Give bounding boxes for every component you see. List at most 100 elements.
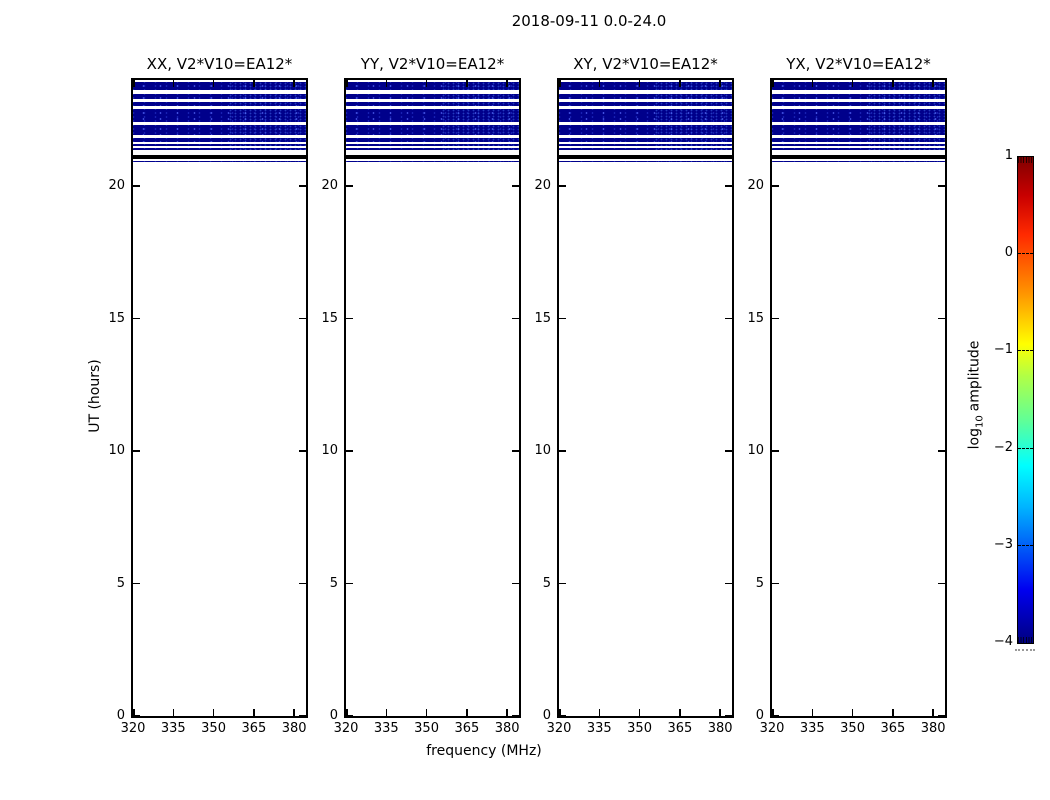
rfi-stripe [346,154,519,159]
x-tick [719,709,721,716]
x-tick [385,709,388,716]
y-tick-label: 0 [755,708,764,723]
y-tick-label: 10 [108,443,125,458]
y-tick [133,582,140,585]
rfi-stripe [772,93,945,99]
rfi-stripe [346,81,519,91]
rfi-stripe [559,160,732,163]
x-tick-top [212,80,215,87]
rfi-stripe [133,138,306,143]
x-tick-label: 380 [281,721,307,736]
y-tick-right [512,185,519,187]
colorbar-tick-label: −2 [993,439,1013,455]
y-tick [559,185,566,187]
colorbar-top-hatch [1018,157,1033,163]
x-tick-top [719,80,721,87]
colorbar-tick-label: −4 [993,634,1013,649]
y-tick-label: 0 [542,708,551,723]
x-tick-top [679,80,681,87]
y-tick-label: 15 [108,310,125,326]
x-tick [679,709,681,716]
y-tick-label: 20 [108,178,125,193]
y-tick [559,317,566,320]
y-tick-right [938,317,945,320]
x-tick-top [385,80,388,87]
rfi-stripe [133,154,306,159]
y-tick-right [299,185,306,187]
colorbar-tick-label: −3 [993,536,1013,552]
y-tick-right [725,450,732,452]
x-tick [851,709,854,716]
y-tick-label: 10 [534,443,551,458]
y-tick [559,582,566,585]
y-tick-right [725,714,732,716]
y-tick [559,714,566,716]
rfi-stripe [559,154,732,159]
rfi-stripe [559,148,732,151]
rfi-stripe [346,138,519,143]
rfi-stripe [346,148,519,151]
rfi-stripe [346,93,519,99]
x-tick-label: 365 [454,721,480,736]
rfi-stripe [133,160,306,163]
y-tick [133,185,140,187]
x-tick-label: 365 [880,721,906,736]
x-tick [598,709,601,716]
y-tick [772,317,779,320]
colorbar-tick [1018,350,1033,352]
rfi-stripe [772,160,945,163]
colorbar-tick [1018,253,1033,255]
colorbar-tick-label: 0 [1004,245,1013,261]
panel-2 [557,78,734,718]
y-tick-label: 5 [329,575,338,591]
panel-3 [770,78,947,718]
colorbar-tick-label: −1 [993,342,1013,358]
y-tick-right [512,582,519,585]
rfi-stripe [559,109,732,122]
rfi-stripe [133,81,306,91]
x-tick [133,709,135,716]
rfi-stripe [559,138,732,143]
x-tick-label: 335 [160,721,186,736]
colorbar-dotted-underline [1015,649,1035,651]
rfi-stripe [346,160,519,163]
x-tick-top [346,80,348,87]
panel-1 [344,78,521,718]
y-tick-label: 0 [116,708,125,723]
colorbar-tick-label: 1 [1004,148,1013,163]
x-tick-top [466,80,468,87]
x-tick [811,709,814,716]
y-tick-label: 15 [321,310,338,326]
x-tick-label: 350 [201,721,226,736]
y-tick-label: 20 [534,178,551,193]
x-tick [212,709,215,716]
rfi-stripe [559,93,732,99]
y-tick-right [725,317,732,320]
y-axis-label: UT (hours) [87,359,103,433]
colorbar [1017,156,1034,644]
y-tick-right [512,714,519,716]
y-tick-label: 20 [321,178,338,193]
x-tick-label: 350 [414,721,439,736]
y-tick [772,582,779,585]
y-tick [133,317,140,320]
rfi-stripe [559,144,732,146]
panel-title: XX, V2*V10=EA12* [146,55,293,73]
x-tick [559,709,561,716]
rfi-stripe [772,144,945,146]
x-tick-label: 350 [840,721,865,736]
y-tick-right [725,582,732,585]
x-tick-top [293,80,295,87]
y-tick [133,450,140,452]
x-tick [293,709,295,716]
y-tick-label: 15 [747,310,764,326]
x-tick-label: 380 [920,721,946,736]
y-tick-label: 5 [542,575,551,591]
y-tick-right [938,450,945,452]
x-tick-top [892,80,894,87]
x-tick [892,709,894,716]
x-tick [346,709,348,716]
colorbar-tick [1018,447,1033,449]
rfi-stripe [772,154,945,159]
x-tick [772,709,774,716]
